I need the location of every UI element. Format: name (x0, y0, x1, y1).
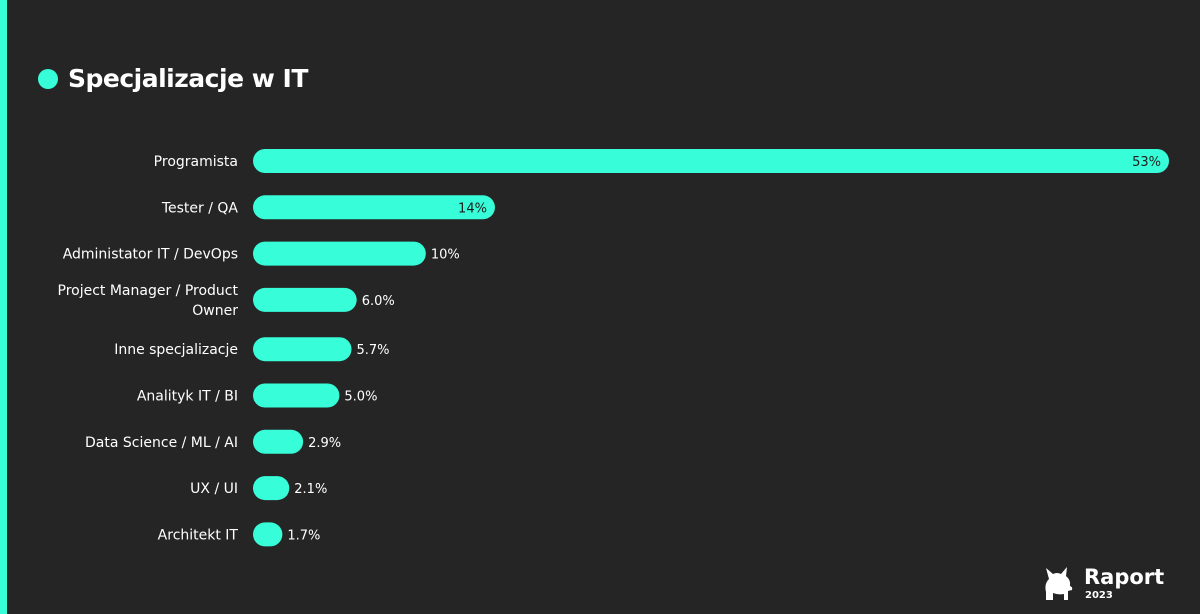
chart-header: Specjalizacje w IT (38, 64, 308, 93)
bar (253, 383, 340, 408)
bar (253, 195, 495, 220)
category-label: Architekt IT (158, 527, 239, 543)
category-label: Administator IT / DevOps (63, 247, 238, 263)
value-label: 5.0% (344, 390, 377, 405)
category-label: Programista (154, 154, 238, 170)
chart-title: Specjalizacje w IT (68, 64, 308, 93)
bar (253, 337, 352, 362)
category-label: Data Science / ML / AI (85, 435, 238, 451)
bar (253, 429, 304, 454)
value-label: 6.0% (362, 294, 395, 309)
value-label: 5.7% (357, 343, 390, 358)
value-label: 14% (458, 201, 487, 216)
report-logo: Raport 2023 (1040, 562, 1180, 606)
logo-year: 2023 (1085, 590, 1113, 601)
bar (253, 241, 426, 266)
category-label: Analityk IT / BI (137, 389, 238, 405)
bar (253, 522, 283, 547)
french-bulldog-icon (1045, 567, 1073, 600)
value-label: 2.9% (308, 436, 341, 451)
value-label: 53% (1132, 155, 1161, 170)
title-dot-icon (38, 68, 58, 89)
bar (253, 287, 357, 312)
value-label: 1.7% (287, 528, 320, 543)
value-label: 2.1% (294, 482, 327, 497)
category-label: Project Manager / Product Owner (58, 283, 239, 319)
category-label: Inne specjalizacje (114, 342, 238, 358)
value-label: 10% (431, 248, 460, 263)
accent-strip (0, 0, 7, 614)
bar (253, 149, 1169, 173)
category-label: UX / UI (190, 481, 238, 497)
logo-text: Raport (1084, 565, 1165, 589)
bar (253, 476, 290, 501)
category-label: Tester / QA (161, 200, 239, 216)
